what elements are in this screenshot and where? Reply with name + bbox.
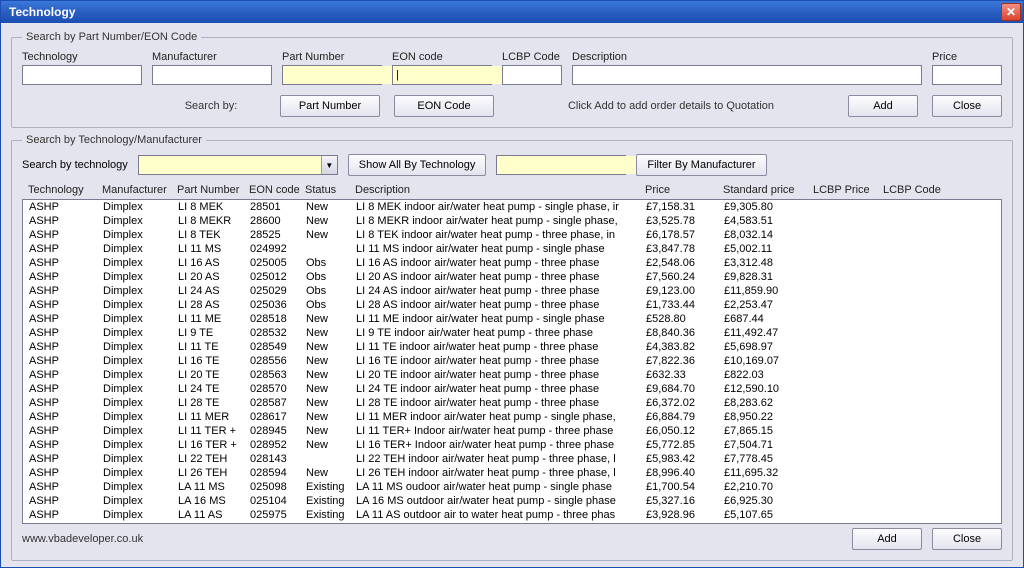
table-row[interactable]: ASHPDimplexLI 20 TE028563NewLI 20 TE ind… (23, 368, 1001, 382)
label-part-number: Part Number (282, 51, 382, 63)
footer: www.vbadeveloper.co.uk Add Close (22, 524, 1002, 550)
window-title: Technology (9, 5, 75, 19)
add-hint: Click Add to add order details to Quotat… (508, 100, 834, 112)
search-part-number-button[interactable]: Part Number (280, 95, 380, 117)
close-button-top[interactable]: Close (932, 95, 1002, 117)
client-area: Search by Part Number/EON Code Technolog… (1, 23, 1023, 567)
table-row[interactable]: ASHPDimplexLA 11 AS025975ExistingLA 11 A… (23, 508, 1001, 522)
label-technology: Technology (22, 51, 142, 63)
footer-link[interactable]: www.vbadeveloper.co.uk (22, 533, 143, 545)
table-row[interactable]: ASHPDimplexLI 9 TE028532NewLI 9 TE indoo… (23, 326, 1001, 340)
col-description: Description (355, 184, 645, 196)
manufacturer-filter-combo[interactable]: ▼ (496, 155, 626, 175)
technology-window: Technology ✕ Search by Part Number/EON C… (0, 0, 1024, 568)
table-row[interactable]: ASHPDimplexLI 28 AS025036ObsLI 28 AS ind… (23, 298, 1001, 312)
table-row[interactable]: ASHPDimplexLI 20 AS025012ObsLI 20 AS ind… (23, 270, 1001, 284)
description-input[interactable] (572, 65, 922, 85)
col-status: Status (305, 184, 355, 196)
label-search-by-tech: Search by technology (22, 159, 128, 171)
label-lcbp-code: LCBP Code (502, 51, 562, 63)
table-row[interactable]: ASHPDimplexLA 16 MS025104ExistingLA 16 M… (23, 494, 1001, 508)
col-lcbp-code: LCBP Code (883, 184, 953, 196)
table-row[interactable]: ASHPDimplexLI 16 AS025005ObsLI 16 AS ind… (23, 256, 1001, 270)
col-eon-code: EON code (249, 184, 305, 196)
col-part-number: Part Number (177, 184, 249, 196)
eon-code-combo[interactable]: ▼ (392, 65, 492, 85)
col-technology: Technology (22, 184, 102, 196)
search-eon-code-button[interactable]: EON Code (394, 95, 494, 117)
table-row[interactable]: ASHPDimplexLA 11 MS025098ExistingLA 11 M… (23, 480, 1001, 494)
results-grid: Technology Manufacturer Part Number EON … (22, 182, 1002, 524)
label-description: Description (572, 51, 922, 63)
search-tech-legend: Search by Technology/Manufacturer (22, 134, 206, 146)
search-eon-legend: Search by Part Number/EON Code (22, 31, 201, 43)
window-close-button[interactable]: ✕ (1001, 3, 1021, 21)
table-row[interactable]: ASHPDimplexLI 26 TEH028594NewLI 26 TEH i… (23, 466, 1001, 480)
label-manufacturer: Manufacturer (152, 51, 272, 63)
table-row[interactable]: ASHPDimplexLI 16 TER +028952NewLI 16 TER… (23, 438, 1001, 452)
part-number-combo[interactable]: ▼ (282, 65, 382, 85)
manufacturer-filter-input[interactable] (497, 156, 645, 174)
close-button-bottom[interactable]: Close (932, 528, 1002, 550)
table-row[interactable]: ASHPDimplexLI 28 TE028587NewLI 28 TE ind… (23, 396, 1001, 410)
close-icon: ✕ (1006, 5, 1016, 19)
lcbp-code-input[interactable] (502, 65, 562, 85)
table-row[interactable]: ASHPDimplexLI 16 TE028556NewLI 16 TE ind… (23, 354, 1001, 368)
table-row[interactable]: ASHPDimplexLI 8 MEK28501NewLI 8 MEK indo… (23, 200, 1001, 214)
search-by-label: Search by: (156, 100, 266, 112)
col-manufacturer: Manufacturer (102, 184, 177, 196)
filter-by-manufacturer-button[interactable]: Filter By Manufacturer (636, 154, 766, 176)
table-row[interactable]: ASHPDimplexLI 11 MER028617NewLI 11 MER i… (23, 410, 1001, 424)
label-price: Price (932, 51, 1002, 63)
grid-body[interactable]: ASHPDimplexLI 8 MEK28501NewLI 8 MEK indo… (22, 199, 1002, 524)
table-row[interactable]: ASHPDimplexLI 11 ME028518NewLI 11 ME ind… (23, 312, 1001, 326)
add-button-top[interactable]: Add (848, 95, 918, 117)
table-row[interactable]: ASHPDimplexLI 24 TE028570NewLI 24 TE ind… (23, 382, 1001, 396)
col-standard-price: Standard price (723, 184, 813, 196)
technology-filter-combo[interactable]: ▼ (138, 155, 338, 175)
table-row[interactable]: ASHPDimplexLI 11 TE028549NewLI 11 TE ind… (23, 340, 1001, 354)
col-lcbp-price: LCBP Price (813, 184, 883, 196)
grid-header: Technology Manufacturer Part Number EON … (22, 182, 1002, 199)
label-eon-code: EON code (392, 51, 492, 63)
search-eon-group: Search by Part Number/EON Code Technolog… (11, 31, 1013, 128)
table-row[interactable]: ASHPDimplexLI 8 TEK28525NewLI 8 TEK indo… (23, 228, 1001, 242)
table-row[interactable]: ASHPDimplexLI 8 MEKR28600NewLI 8 MEKR in… (23, 214, 1001, 228)
chevron-down-icon[interactable]: ▼ (321, 156, 337, 174)
table-row[interactable]: ASHPDimplexLI 11 MS024992LI 11 MS indoor… (23, 242, 1001, 256)
manufacturer-input[interactable] (152, 65, 272, 85)
search-tech-group: Search by Technology/Manufacturer Search… (11, 134, 1013, 561)
table-row[interactable]: ASHPDimplexLI 24 AS025029ObsLI 24 AS ind… (23, 284, 1001, 298)
table-row[interactable]: ASHPDimplexLI 11 TER +028945NewLI 11 TER… (23, 424, 1001, 438)
technology-input[interactable] (22, 65, 142, 85)
col-price: Price (645, 184, 723, 196)
table-row[interactable]: ASHPDimplexLI 22 TEH028143LI 22 TEH indo… (23, 452, 1001, 466)
price-input[interactable] (932, 65, 1002, 85)
show-all-by-technology-button[interactable]: Show All By Technology (348, 154, 487, 176)
technology-filter-input[interactable] (139, 156, 321, 174)
add-button-bottom[interactable]: Add (852, 528, 922, 550)
titlebar: Technology ✕ (1, 1, 1023, 23)
